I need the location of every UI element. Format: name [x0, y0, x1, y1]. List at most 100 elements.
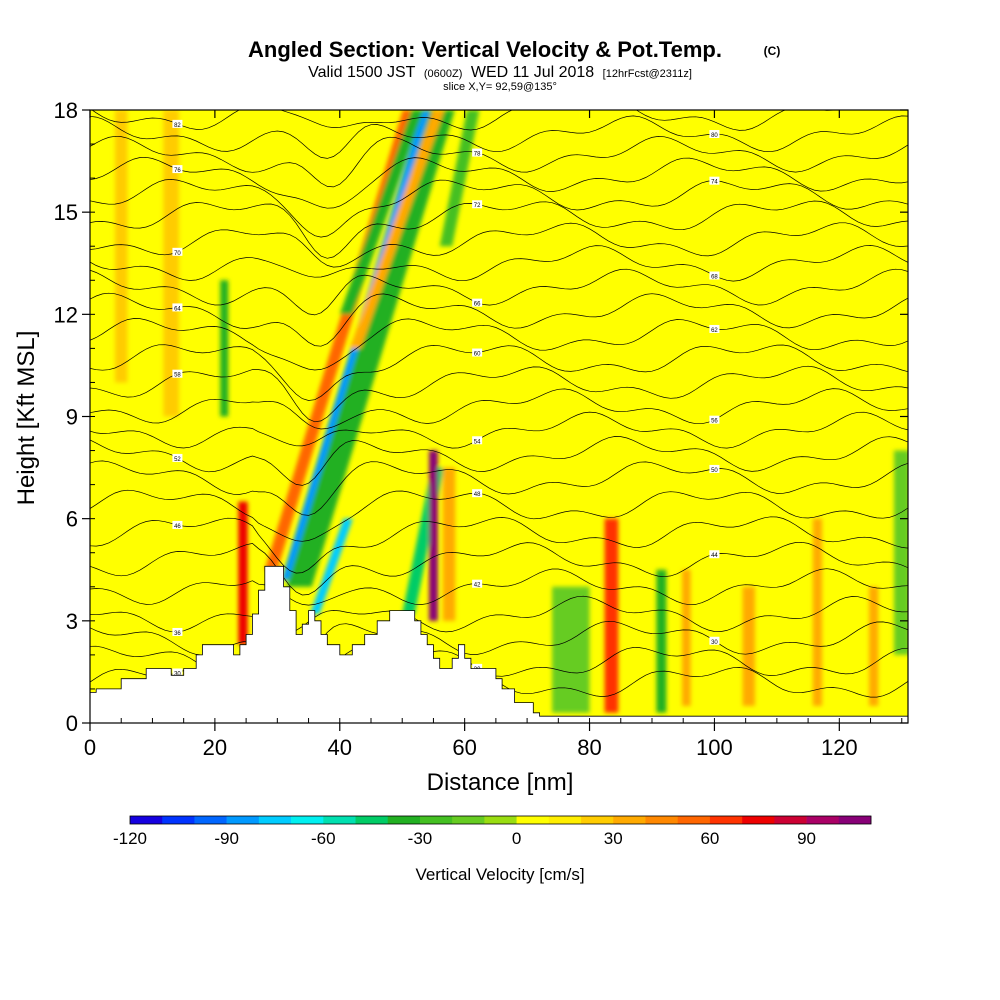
contour-label-bg	[709, 176, 720, 185]
contour-label: 48	[474, 492, 481, 498]
velocity-feature	[310, 518, 353, 615]
contour-label: 68	[711, 275, 718, 281]
x-tick-label: 20	[203, 735, 227, 760]
contour-label-bg	[709, 415, 720, 424]
velocity-feature	[439, 110, 480, 247]
velocity-feature	[220, 280, 229, 417]
contour-label: 52	[174, 457, 181, 463]
contour-line	[90, 516, 908, 574]
colorbar-cell	[774, 816, 807, 824]
contour-label-bg	[172, 668, 183, 677]
velocity-feature	[238, 501, 248, 645]
colorbar-label: Vertical Velocity [cm/s]	[415, 865, 584, 884]
forecast-label: [12hrFcst@2311z]	[603, 68, 692, 80]
colorbar-cell	[516, 816, 550, 824]
velocity-feature	[868, 586, 879, 706]
colorbar-cell	[581, 816, 614, 824]
colorbar-tick-label: 30	[604, 829, 623, 848]
contour-label: 44	[711, 553, 718, 559]
colorbar-frame	[129, 815, 872, 825]
contour-label-bg	[172, 165, 183, 174]
y-tick-label: 18	[54, 98, 78, 123]
velocity-feature	[349, 110, 445, 349]
velocity-feature	[893, 450, 908, 655]
colorbar-tick-label: -60	[311, 829, 336, 848]
colorbar-cell	[677, 816, 711, 824]
colorbar-cell	[452, 816, 485, 824]
contour-label: 42	[474, 583, 481, 589]
contour-label: 66	[474, 302, 481, 308]
x-tick-label: 100	[696, 735, 733, 760]
contour-line	[90, 541, 908, 596]
velocity-feature	[163, 110, 179, 417]
x-tick-label: 120	[821, 735, 858, 760]
colorbar-cell	[291, 816, 324, 824]
terrain	[90, 565, 908, 723]
contour-label: 76	[174, 168, 181, 174]
contour-label: 30	[711, 640, 718, 646]
velocity-feature	[742, 586, 756, 706]
colorbar-cell	[838, 816, 872, 824]
colorbar-tick-label: -120	[113, 829, 147, 848]
contour-label: 30	[174, 671, 181, 677]
velocity-feature	[114, 110, 128, 383]
velocity-feature	[552, 586, 590, 713]
colorbar-cell	[355, 816, 389, 824]
plot-area: 3030303642444648505254565860626466687072…	[90, 110, 908, 723]
contour-label: 62	[711, 328, 718, 334]
colorbar-cell	[645, 816, 678, 824]
contour-label-bg	[172, 303, 183, 312]
valid-date: WED 11 Jul 2018	[471, 64, 594, 81]
colorbar-cell	[387, 816, 421, 824]
velocity-feature	[429, 450, 438, 621]
contour-line	[90, 156, 908, 209]
valid-time-line: Valid 1500 JST (0600Z) WED 11 Jul 2018 […	[308, 64, 692, 81]
contour-label-bg	[172, 119, 183, 128]
colorbar-cell	[709, 816, 743, 824]
contour-label-bg	[709, 324, 720, 333]
contour-label: 58	[174, 373, 181, 379]
isentrope-contours: 3030303642444648505254565860626466687072…	[90, 110, 908, 719]
contour-label: 78	[474, 152, 481, 158]
contour-line	[90, 460, 908, 516]
contour-label-bg	[472, 298, 483, 307]
contour-label-bg	[472, 663, 483, 672]
contour-line	[90, 245, 908, 282]
colorbar-cell	[419, 816, 453, 824]
slice-info: slice X,Y= 92,59@135°	[443, 81, 557, 93]
contour-label-bg	[472, 348, 483, 357]
contour-label-bg	[709, 636, 720, 645]
contour-label-bg	[172, 453, 183, 462]
colorbar-cell	[258, 816, 292, 824]
contour-line	[90, 411, 908, 449]
colorbar-cell	[806, 816, 840, 824]
contour-label-bg	[172, 247, 183, 256]
chart-title-suffix: (C)	[764, 44, 781, 58]
velocity-feature	[339, 110, 424, 315]
contour-label-bg	[472, 148, 483, 157]
contour-line	[90, 292, 908, 347]
contour-label: 82	[174, 123, 181, 129]
colorbar-cell	[484, 816, 517, 824]
contour-line	[90, 595, 908, 634]
contour-label: 70	[174, 251, 181, 257]
x-tick-label: 60	[452, 735, 476, 760]
y-tick-label: 12	[54, 302, 78, 327]
contour-label: 36	[174, 631, 181, 637]
colorbar-tick-label: 0	[512, 829, 521, 848]
contour-label-bg	[709, 129, 720, 138]
colorbar-cell	[130, 816, 163, 824]
velocity-feature	[442, 467, 456, 621]
valid-zulu: (0600Z)	[424, 68, 463, 80]
contour-label: 80	[711, 133, 718, 139]
contour-line	[90, 436, 908, 486]
contour-label-bg	[709, 464, 720, 473]
colorbar-tick-label: 90	[797, 829, 816, 848]
contour-label: 56	[711, 419, 718, 425]
title-block: Angled Section: Vertical Velocity & Pot.…	[248, 37, 780, 93]
contour-label: 72	[474, 203, 481, 209]
colorbar-cell	[226, 816, 260, 824]
velocity-feature	[681, 569, 691, 706]
